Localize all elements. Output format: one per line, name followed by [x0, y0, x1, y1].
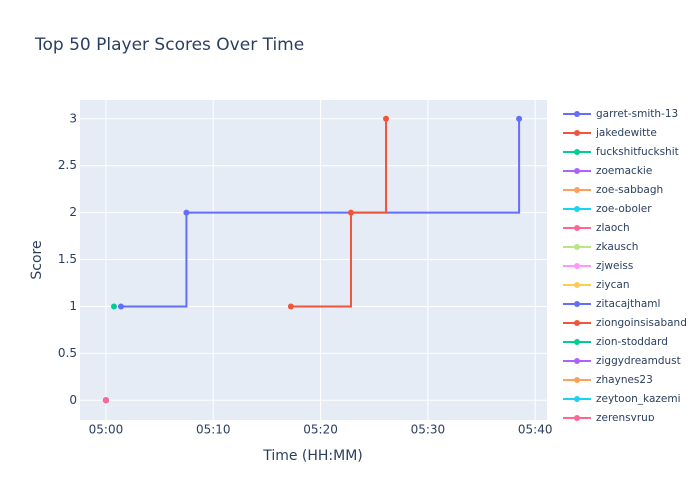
legend-label[interactable]: zlaoch [596, 222, 630, 234]
data-point [102, 397, 109, 404]
legend-label[interactable]: zoe-oboler [596, 203, 652, 215]
legend-label[interactable]: zjweiss [596, 260, 633, 272]
data-point [347, 209, 354, 216]
legend-label[interactable]: ziycan [596, 279, 630, 291]
legend-label[interactable]: zitacajthaml [596, 298, 660, 310]
x-tick-label: 05:10 [196, 423, 231, 437]
legend-label[interactable]: zion-stoddard [596, 336, 668, 348]
legend-marker [574, 339, 580, 345]
legend-marker [574, 225, 580, 231]
y-tick-label: 0.5 [58, 346, 77, 360]
legend-marker [574, 415, 580, 421]
x-axis-label: Time (HH:MM) [262, 448, 363, 464]
data-point [110, 303, 117, 310]
legend-marker [574, 168, 580, 174]
x-tick-label: 05:20 [303, 423, 338, 437]
data-point [383, 115, 390, 122]
y-axis-label: Score [29, 240, 45, 279]
legend-label[interactable]: zerensyrup [596, 412, 655, 424]
chart-title: Top 50 Player Scores Over Time [34, 35, 304, 55]
legend-label[interactable]: zoe-sabbagh [596, 184, 663, 196]
x-tick-label: 05:40 [518, 423, 553, 437]
legend-label[interactable]: garret-smith-13 [596, 108, 678, 120]
legend-marker [574, 377, 580, 383]
legend: garret-smith-13 jakedewitte fuckshitfucksh… [563, 108, 687, 424]
legend-label[interactable]: ziongoinsisaband [596, 317, 687, 329]
y-tick-label: 3 [69, 111, 77, 125]
legend-marker [574, 244, 580, 250]
x-tick-label: 05:30 [411, 423, 446, 437]
plot [102, 115, 523, 404]
y-tick-label: 1 [69, 299, 77, 313]
legend-label[interactable]: jakedewitte [595, 127, 657, 139]
legend-label[interactable]: ziggydreamdust [596, 355, 681, 367]
y-tick-label: 2.5 [58, 158, 77, 172]
legend-marker [574, 149, 580, 155]
data-point [516, 115, 523, 122]
legend-marker [574, 358, 580, 364]
legend-marker [574, 111, 580, 117]
data-point [287, 303, 294, 310]
legend-label[interactable]: zoemackie [596, 165, 652, 177]
x-tick-label: 05:00 [89, 423, 124, 437]
y-tick-label: 2 [69, 205, 77, 219]
y-tick-label: 1.5 [58, 252, 77, 266]
legend-marker [574, 396, 580, 402]
legend-marker [574, 130, 580, 136]
legend-marker [574, 206, 580, 212]
y-tick-label: 0 [69, 393, 77, 407]
legend-marker [574, 301, 580, 307]
legend-marker [574, 187, 580, 193]
data-point [117, 303, 124, 310]
legend-label[interactable]: fuckshitfuckshit [596, 146, 679, 158]
legend-label[interactable]: zhaynes23 [596, 374, 653, 386]
data-point [183, 209, 190, 216]
legend-marker [574, 282, 580, 288]
legend-label[interactable]: zeytoon_kazemi [596, 393, 681, 405]
legend-marker [574, 263, 580, 269]
legend-marker [574, 320, 580, 326]
legend-label[interactable]: zkausch [596, 241, 638, 253]
